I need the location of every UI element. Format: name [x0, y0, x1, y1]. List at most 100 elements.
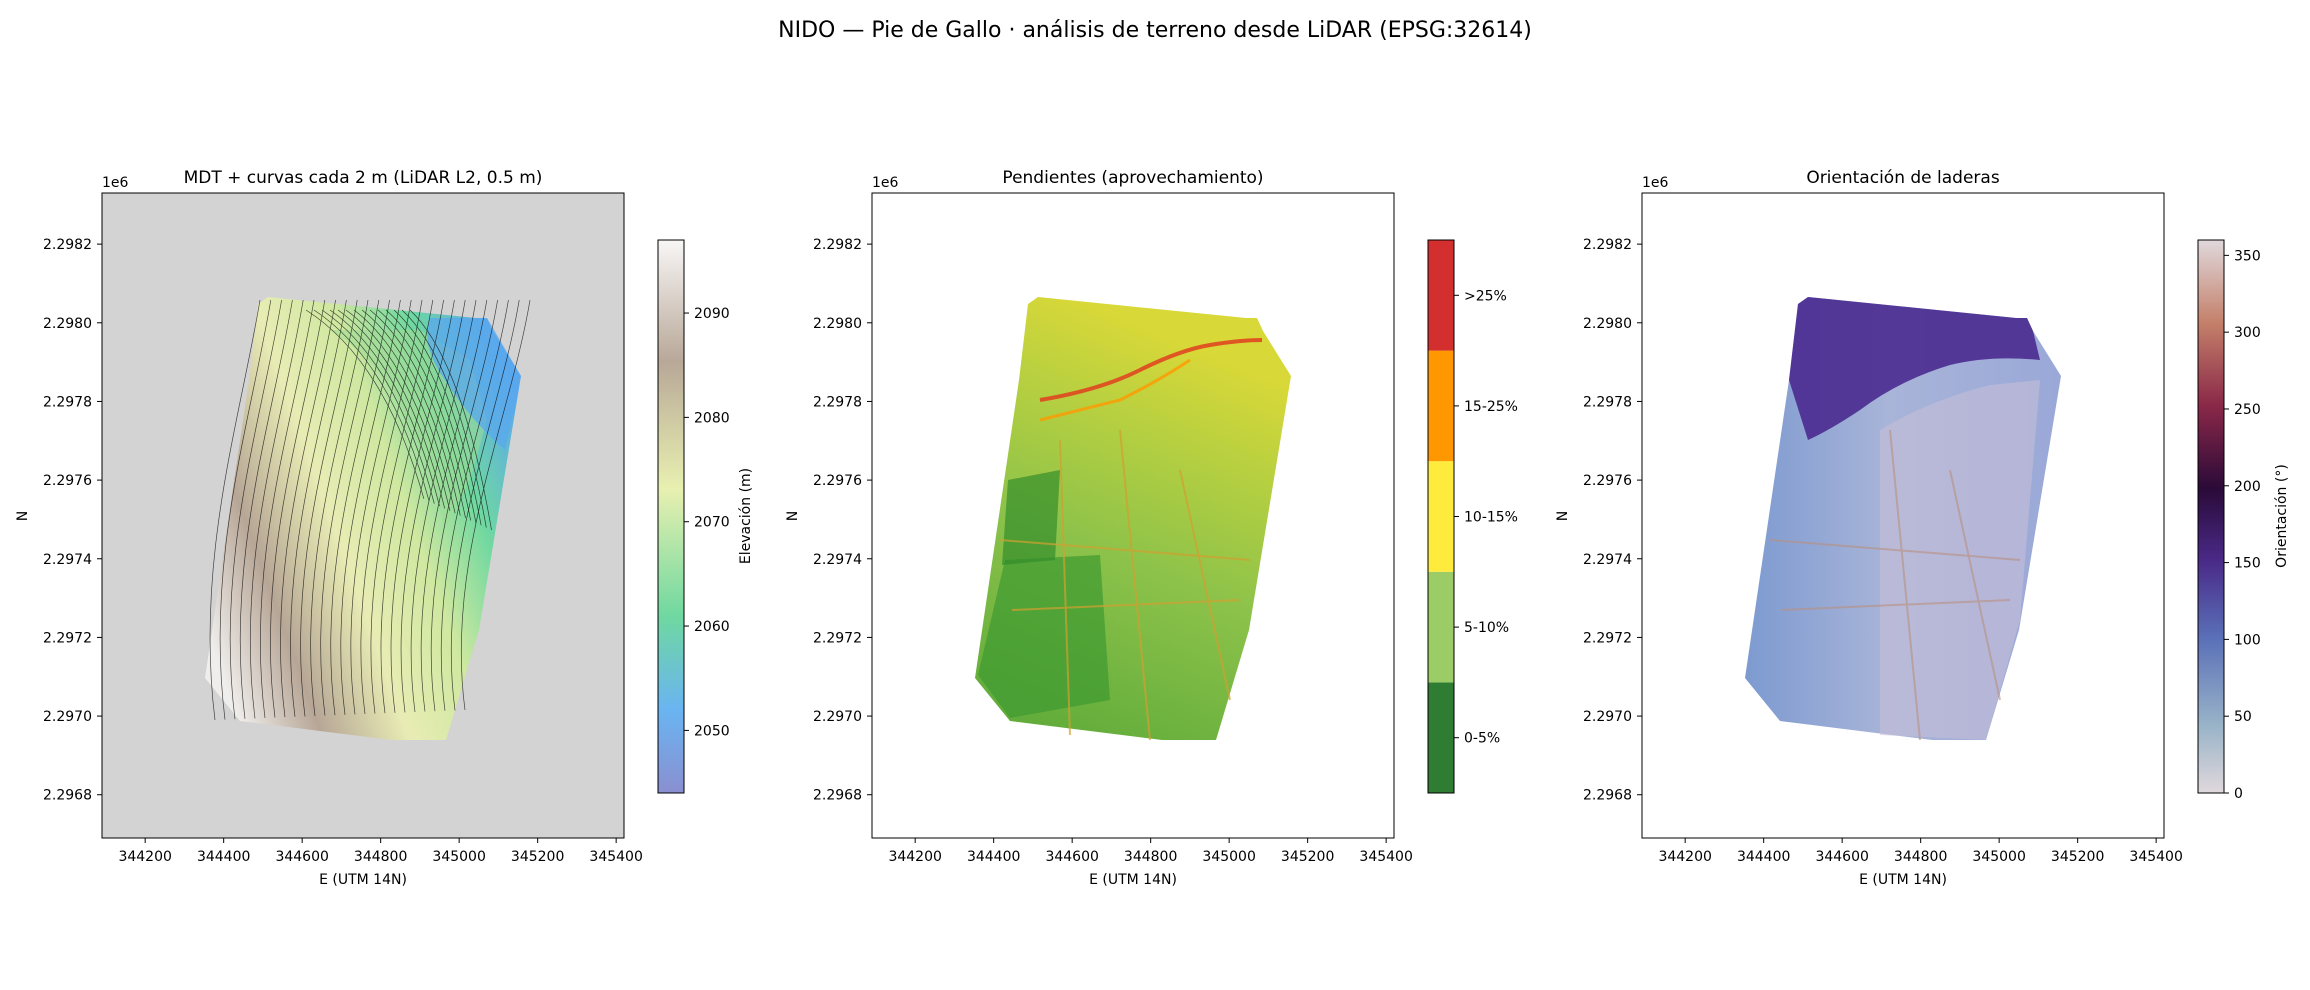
slope-class-label: 5-10% [1464, 620, 1509, 636]
y-tick-label: 2.2976 [813, 473, 862, 489]
y-tick-label: 2.2982 [1583, 237, 1632, 253]
x-tick-label: 345000 [1972, 849, 2025, 865]
aspect-y-label: N [1555, 511, 1571, 521]
dem-colorbar [658, 240, 684, 793]
y-tick-label: 2.2980 [813, 316, 862, 332]
contour-line [320, 299, 380, 716]
slope-steep-ridge [1039, 338, 1263, 402]
aspect-colorbar-frame [2197, 239, 2225, 794]
slope-steep-scarp [1039, 358, 1191, 422]
x-tick-label: 344400 [1737, 849, 1790, 865]
y-tick-label: 2.2974 [1583, 552, 1632, 568]
dem-x-label: E (UTM 14N) [319, 872, 407, 888]
x-tick-label: 345400 [1359, 849, 1412, 865]
y-tick-label: 2.2978 [1583, 394, 1632, 410]
aspect-x-ticks: 344200 344400 344600 344800 345000 345200 3454… [1658, 838, 2183, 865]
y-tick-label: 2.2974 [813, 552, 862, 568]
x-tick-label: 344200 [118, 849, 171, 865]
y-tick-label: 2.2970 [813, 709, 862, 725]
contour-line [310, 299, 369, 717]
x-tick-label: 345000 [1202, 849, 1255, 865]
x-tick-label: 345200 [2051, 849, 2104, 865]
contour-line [249, 299, 304, 719]
x-tick-label: 344400 [197, 849, 250, 865]
colorbar-tick-label: 350 [2234, 248, 2261, 264]
x-tick-label: 344200 [888, 849, 941, 865]
x-tick-label: 344600 [1045, 849, 1098, 865]
slope-dark-fields [978, 555, 1110, 718]
contour-line [369, 299, 477, 713]
y-tick-label: 2.2972 [1583, 630, 1632, 646]
colorbar-tick-label: 300 [2234, 325, 2261, 341]
contour-line [409, 299, 531, 711]
contour-line [229, 299, 282, 720]
y-tick-label: 2.2976 [43, 473, 92, 489]
dem-colorbar-label: Elevación (m) [738, 468, 754, 564]
y-tick-label: 2.2976 [1583, 473, 1632, 489]
y-tick-label: 2.2980 [1583, 316, 1632, 332]
contour-line [361, 299, 466, 713]
y-tick-label: 2.2978 [813, 394, 862, 410]
slope-west-field [1002, 470, 1060, 565]
aspect-colorbar-ticks: 0 50 100 150 200 250 300 350 [2224, 248, 2261, 802]
slope-class-label: >25% [1464, 288, 1507, 304]
y-tick-label: 2.2968 [43, 788, 92, 804]
dem-y-ticks: 2.2968 2.2970 2.2972 2.2974 2.2976 2.2978 2.29… [43, 237, 102, 804]
x-tick-label: 344800 [1124, 849, 1177, 865]
contour-line [280, 299, 336, 718]
contour-line [353, 299, 456, 713]
contour-line [401, 299, 520, 711]
slope-class-label: 10-15% [1464, 510, 1518, 526]
contour-line [377, 299, 488, 712]
dem-y-offset: 1e6 [102, 175, 129, 191]
slope-class-swatch [1428, 240, 1454, 351]
colorbar-tick-label: 200 [2234, 479, 2261, 495]
contour-line [345, 299, 451, 714]
y-tick-label: 2.2974 [43, 552, 92, 568]
figure-title: NIDO — Pie de Gallo · análisis de terren… [778, 18, 1532, 43]
x-tick-label: 345200 [1281, 849, 1334, 865]
contour-line [300, 299, 358, 717]
slope-raster [975, 297, 1291, 741]
aspect-x-label: E (UTM 14N) [1859, 872, 1947, 888]
aspect-y-ticks: 2.2968 2.2970 2.2972 2.2974 2.2976 2.2978 2.29… [1583, 237, 1642, 804]
slope-class-swatch [1428, 571, 1454, 683]
x-tick-label: 344600 [275, 849, 328, 865]
contour-line [270, 299, 326, 718]
aspect-colorbar [2198, 240, 2224, 793]
slope-panel: Pendientes (aprovechamiento) 1e6 E (UTM … [785, 168, 1518, 888]
dem-panel: MDT + curvas cada 2 m (LiDAR L2, 0.5 m) … [15, 168, 754, 888]
slope-class-colorbar: 0-5% 5-10% 10-15% 15-25% >25% [1427, 239, 1518, 794]
slope-class-swatch [1428, 350, 1454, 462]
dem-contour-lines [209, 299, 531, 721]
slope-track-lines [999, 429, 1251, 741]
aspect-colorbar-label: Orientación (°) [2274, 464, 2290, 568]
x-tick-label: 345000 [432, 849, 485, 865]
y-tick-label: 2.2972 [43, 630, 92, 646]
x-tick-label: 345400 [589, 849, 642, 865]
y-tick-label: 2.2972 [813, 630, 862, 646]
colorbar-tick-label: 150 [2234, 556, 2261, 572]
colorbar-tick-label: 50 [2234, 709, 2252, 725]
contour-line [329, 299, 440, 715]
y-tick-label: 2.2982 [43, 237, 92, 253]
x-tick-label: 344600 [1815, 849, 1868, 865]
slope-class-swatch [1428, 682, 1454, 793]
slope-class-label: 15-25% [1464, 399, 1518, 415]
aspect-panel: Orientación de laderas 1e6 E (UTM 14N) N… [1555, 168, 2290, 888]
slope-axes-frame [871, 192, 1395, 839]
colorbar-tick-label: 250 [2234, 402, 2261, 418]
colorbar-tick-label: 100 [2234, 632, 2261, 648]
slope-class-swatch [1428, 461, 1454, 572]
dem-y-label: N [15, 511, 31, 521]
colorbar-tick-label: 2060 [694, 619, 730, 635]
contour-line [209, 299, 261, 721]
y-tick-label: 2.2978 [43, 394, 92, 410]
slope-y-offset: 1e6 [872, 175, 899, 191]
y-tick-label: 2.2970 [1583, 709, 1632, 725]
aspect-track-lines [1769, 429, 2021, 741]
x-tick-label: 344800 [354, 849, 407, 865]
contour-line [313, 299, 430, 715]
x-tick-label: 345200 [511, 849, 564, 865]
colorbar-tick-label: 2070 [694, 515, 730, 531]
